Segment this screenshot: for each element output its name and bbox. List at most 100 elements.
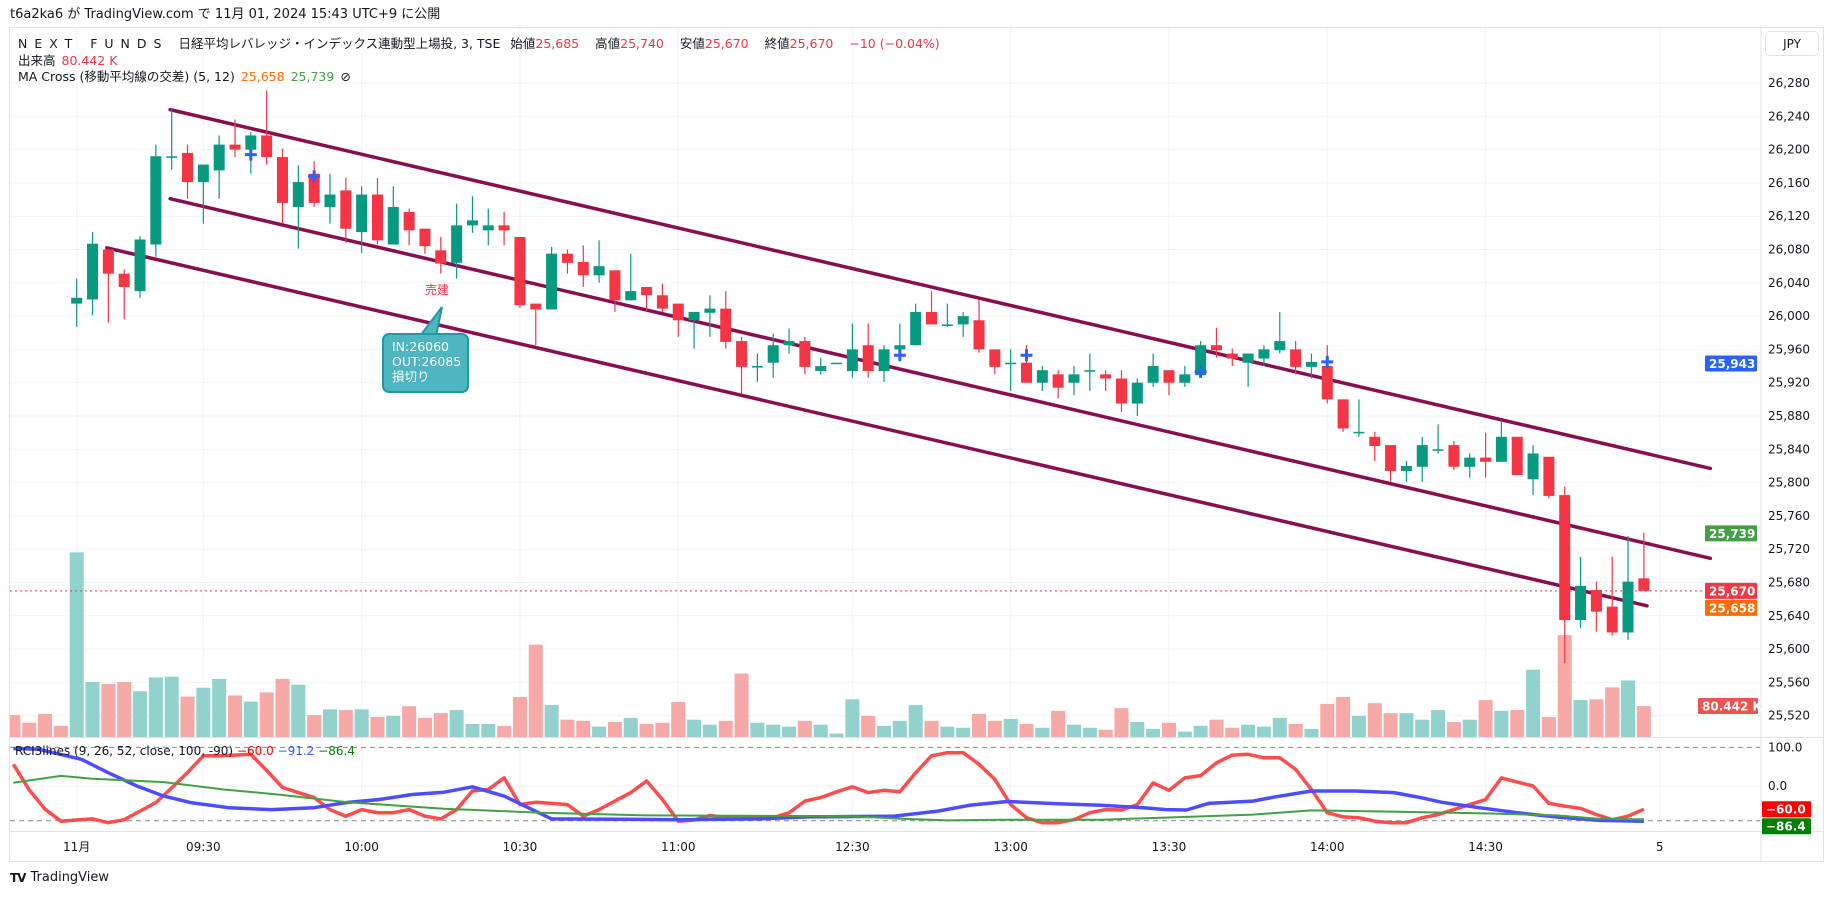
- candle-up: [1622, 581, 1634, 633]
- symbol-legend[interactable]: NEXT FUNDS 日経平均レバレッジ・インデックス連動型上場投, 3, TS…: [18, 33, 946, 52]
- volume-bar: [718, 720, 733, 737]
- price-badge-label: 25,739: [1709, 527, 1755, 541]
- candle-down: [1290, 349, 1302, 367]
- volume-bar: [592, 726, 607, 737]
- volume-bar: [972, 713, 987, 737]
- candle-down: [1590, 589, 1602, 612]
- candle-up: [466, 220, 478, 226]
- candle-down: [736, 341, 748, 367]
- volume-bars: [10, 552, 1651, 737]
- currency-button[interactable]: JPY: [1765, 31, 1819, 56]
- candle-up: [846, 349, 858, 372]
- candle-up: [1305, 361, 1317, 367]
- hide-icon[interactable]: ⊘: [340, 69, 351, 84]
- candle-down: [1369, 436, 1381, 446]
- candle-down: [403, 212, 415, 231]
- candle-up: [197, 164, 209, 183]
- candle-up: [213, 144, 225, 171]
- volume-bar: [69, 552, 84, 737]
- rci-legend[interactable]: RCI3lines (9, 26, 52, close, 100, -90) −…: [15, 744, 355, 758]
- channel-trendline: [168, 107, 1713, 471]
- candle-down: [1100, 374, 1112, 379]
- candle-up: [150, 156, 162, 245]
- candle-down: [656, 295, 668, 309]
- candle-up: [1464, 457, 1476, 467]
- volume-bar: [433, 713, 448, 737]
- volume-legend[interactable]: 出来高 80.442 K: [18, 50, 123, 69]
- price-tick-label: 25,920: [1768, 376, 1810, 390]
- candle-down: [1480, 457, 1492, 462]
- candle-down: [1511, 436, 1523, 476]
- volume-bar: [1098, 729, 1113, 737]
- time-label: 12:30: [835, 840, 870, 854]
- price-tick-label: 25,760: [1768, 509, 1810, 523]
- close-value: 25,670: [789, 36, 834, 51]
- volume-bar: [1051, 710, 1066, 737]
- volume-bar: [117, 682, 132, 737]
- candle-down: [419, 228, 431, 247]
- time-label: 10:00: [344, 840, 379, 854]
- candle-up: [71, 297, 83, 304]
- price-axis[interactable]: 26,280 26,240 26,200 26,160 26,120 26,080 26,0…: [63, 76, 1811, 854]
- price-tick-label: 25,800: [1768, 476, 1810, 490]
- volume-bar: [940, 726, 955, 737]
- candle-down: [102, 249, 114, 274]
- open-value: 25,685: [535, 36, 580, 51]
- price-badge: [1762, 801, 1811, 818]
- price-badge-label: 25,658: [1709, 601, 1755, 615]
- volume-bar: [465, 723, 480, 737]
- high-value: 25,740: [620, 36, 664, 51]
- volume-bar: [813, 724, 828, 737]
- candle-down: [514, 237, 526, 306]
- volume-bar: [417, 717, 432, 737]
- candle-up: [593, 266, 605, 276]
- volume-bar: [1526, 669, 1541, 737]
- ma-legend[interactable]: MA Cross (移動平均線の交差) (5, 12) 25,658 25,739 ⊘: [18, 66, 357, 85]
- trade-callout[interactable]: IN:26060 OUT:26085 損切り: [382, 333, 469, 393]
- volume-bar: [1478, 700, 1493, 737]
- volume-bar: [196, 687, 211, 737]
- volume-bar: [1494, 710, 1509, 737]
- volume-bar: [291, 684, 306, 737]
- ma-slow-value: 25,739: [290, 69, 335, 84]
- volume-bar: [133, 691, 148, 737]
- price-tick-label: 26,120: [1768, 209, 1810, 223]
- volume-bar: [1304, 728, 1319, 737]
- volume-bar: [1066, 724, 1081, 737]
- candle-down: [229, 144, 241, 150]
- candle-down: [1638, 578, 1650, 591]
- volume-bar: [861, 715, 876, 737]
- grid: [10, 28, 1824, 862]
- volume-bar: [1177, 731, 1192, 737]
- volume-bar: [1256, 726, 1271, 737]
- volume-bar: [607, 722, 622, 737]
- volume-bar: [148, 677, 163, 737]
- volume-bar: [1541, 717, 1556, 737]
- candle-down: [862, 345, 874, 372]
- candle-down: [371, 194, 383, 241]
- volume-bar: [497, 725, 512, 737]
- rci52-value: −86.4: [318, 744, 355, 758]
- candle-up: [1575, 585, 1587, 620]
- rci-line: [11, 750, 1645, 825]
- candle-up: [1527, 453, 1539, 480]
- channel-trendline: [168, 196, 1713, 561]
- candle-down: [989, 349, 1001, 367]
- price-badge: [1705, 525, 1757, 542]
- volume-bar: [386, 715, 401, 737]
- volume-bar: [1288, 723, 1303, 737]
- volume-bar: [544, 705, 559, 737]
- candle-up: [387, 207, 399, 245]
- candle-up: [87, 243, 99, 300]
- volume-bar: [623, 717, 638, 737]
- open-label: 始値: [510, 36, 536, 51]
- volume-bar: [1320, 703, 1335, 737]
- candle-down: [1337, 399, 1349, 429]
- price-tick-label: 25,720: [1768, 542, 1810, 556]
- candle-down: [118, 273, 130, 287]
- price-badge-label: 25,943: [1709, 357, 1755, 371]
- published-info: t6a2ka6 が TradingView.com で 11月 01, 2024…: [10, 7, 441, 22]
- ma-cross-marker-icon: [1020, 349, 1033, 362]
- volume-bar: [307, 715, 322, 737]
